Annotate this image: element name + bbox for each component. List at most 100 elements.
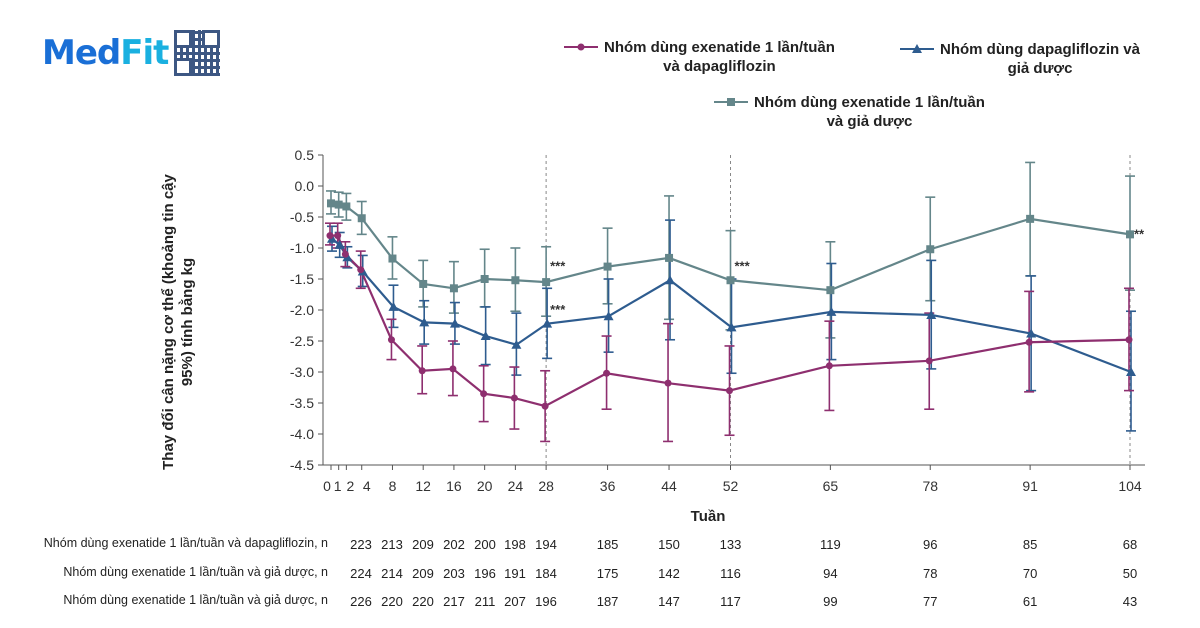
data-point-series1 xyxy=(418,367,426,375)
n-table-cell: 211 xyxy=(474,594,496,609)
significance-annotation: *** xyxy=(550,302,566,317)
data-point-series3 xyxy=(1026,214,1035,223)
data-point-series1 xyxy=(603,369,611,377)
data-point-series2 xyxy=(665,275,676,285)
legend-label-series2-line1: Nhóm dùng dapagliflozin và xyxy=(940,41,1140,58)
data-point-series1 xyxy=(541,402,549,410)
x-tick-label: 12 xyxy=(415,478,431,494)
legend-item-series2: Nhóm dùng dapagliflozin và giả dược xyxy=(900,40,1140,78)
x-tick-label: 1 xyxy=(334,478,342,494)
n-table-cell: 194 xyxy=(535,537,557,552)
logo-text: MedFit xyxy=(42,33,169,73)
legend-label-series2-line2: giả dược xyxy=(1007,60,1073,77)
data-point-series1 xyxy=(334,232,342,240)
x-tick-label: 52 xyxy=(723,478,739,494)
y-tick-label: -3.5 xyxy=(290,395,314,411)
n-table-cell: 223 xyxy=(350,537,372,552)
x-tick-label: 8 xyxy=(389,478,397,494)
x-tick-label: 28 xyxy=(538,478,554,494)
legend-label-series3-line2: và giả dược xyxy=(826,113,913,130)
data-point-series1 xyxy=(341,250,349,258)
data-point-series1 xyxy=(480,390,488,398)
n-table-cell: 226 xyxy=(350,594,372,609)
data-point-series3 xyxy=(357,214,366,223)
n-table-cell: 85 xyxy=(1022,537,1038,552)
n-table-cell: 187 xyxy=(596,594,619,609)
n-table-cell: 224 xyxy=(350,566,372,581)
n-table-row-label-3: Nhóm dùng exenatide 1 lần/tuần và giả dư… xyxy=(63,593,328,607)
data-point-series2 xyxy=(826,306,837,316)
significance-annotation: *** xyxy=(550,259,566,274)
n-table-cell: 207 xyxy=(504,594,526,609)
data-point-series3 xyxy=(334,200,343,209)
data-point-series3 xyxy=(826,286,835,295)
data-point-series1 xyxy=(357,266,365,274)
n-table-cell: 196 xyxy=(474,566,496,581)
n-table-cell: 78 xyxy=(923,566,938,581)
n-table-cell: 150 xyxy=(658,537,680,552)
legend-marker-circle-icon xyxy=(564,43,598,51)
legend-item-series3: Nhóm dùng exenatide 1 lần/tuần và giả dượ… xyxy=(714,93,985,131)
data-point-series1 xyxy=(1025,338,1033,346)
data-point-series1 xyxy=(664,379,672,387)
data-point-series1 xyxy=(825,362,833,370)
x-tick-label: 20 xyxy=(477,478,493,494)
n-table-cell: 191 xyxy=(504,566,526,581)
n-table-cell: 43 xyxy=(1122,594,1138,609)
n-table-cell: 70 xyxy=(1022,566,1038,581)
data-point-series2 xyxy=(334,239,345,249)
qr-code-icon xyxy=(174,30,221,76)
data-point-series1 xyxy=(387,336,395,344)
n-table-cell: 209 xyxy=(412,537,434,552)
x-tick-label: 44 xyxy=(661,478,677,494)
data-point-series2 xyxy=(1026,328,1037,338)
n-table-row-label-2: Nhóm dùng exenatide 1 lần/tuần và giả dư… xyxy=(63,565,328,579)
data-point-series3 xyxy=(388,254,397,263)
data-point-series2 xyxy=(388,301,399,311)
y-tick-label: -4.5 xyxy=(290,457,314,473)
y-tick-label: -1.5 xyxy=(290,271,314,287)
legend-marker-square-icon xyxy=(714,98,748,106)
n-table-cell: 96 xyxy=(923,537,938,552)
data-point-series3 xyxy=(926,245,935,254)
y-tick-label: -1.0 xyxy=(290,240,314,256)
x-tick-label: 4 xyxy=(363,478,371,494)
data-point-series1 xyxy=(326,232,334,240)
data-point-series3 xyxy=(511,276,520,285)
legend-label-series1-line2: và dapagliflozin xyxy=(663,58,776,75)
logo: MedFit xyxy=(42,30,221,76)
data-point-series2 xyxy=(511,339,522,349)
n-table-cell: 99 xyxy=(823,594,838,609)
n-table-cell: 133 xyxy=(719,537,742,552)
n-table-cell: 214 xyxy=(381,566,403,581)
legend-label-series1-line1: Nhóm dùng exenatide 1 lần/tuần xyxy=(604,39,835,56)
n-table-cell: 142 xyxy=(658,566,680,581)
data-point-series3 xyxy=(665,253,674,262)
n-table-cell: 94 xyxy=(823,566,838,581)
x-tick-label: 104 xyxy=(1118,478,1142,494)
significance-annotation: ** xyxy=(1134,226,1145,241)
n-table-cell: 185 xyxy=(596,537,619,552)
x-tick-label: 24 xyxy=(508,478,524,494)
n-table-cell: 196 xyxy=(535,594,557,609)
n-table-cell: 117 xyxy=(720,594,741,609)
legend-item-series1: Nhóm dùng exenatide 1 lần/tuần và dapagli… xyxy=(564,38,835,76)
n-table-cell: 175 xyxy=(596,566,619,581)
data-point-series1 xyxy=(726,387,733,395)
x-tick-label: 2 xyxy=(346,478,354,494)
data-point-series3 xyxy=(327,199,335,208)
n-table-cell: 198 xyxy=(504,537,526,552)
n-table-cell: 184 xyxy=(535,566,557,581)
data-point-series3 xyxy=(1126,230,1134,239)
n-table-cell: 116 xyxy=(720,566,741,581)
n-table-cell: 202 xyxy=(443,537,465,552)
n-table-cell: 209 xyxy=(412,566,434,581)
x-tick-label: 65 xyxy=(823,478,839,494)
y-tick-label: -2.5 xyxy=(290,333,314,349)
data-point-series3 xyxy=(603,262,612,271)
y-tick-label: 0.5 xyxy=(295,147,315,163)
x-tick-label: 78 xyxy=(922,478,938,494)
data-point-series1 xyxy=(925,357,933,365)
y-tick-label: -0.5 xyxy=(290,209,314,225)
n-table-cell: 147 xyxy=(658,594,680,609)
